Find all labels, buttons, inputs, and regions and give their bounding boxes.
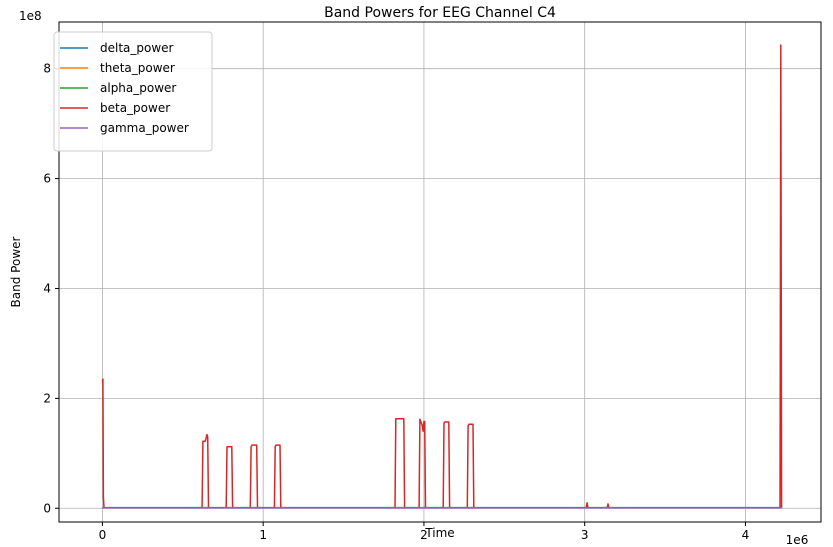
legend: delta_power theta_power alpha_power beta_po…	[53, 31, 213, 152]
chart-title: Band Powers for EEG Channel C4	[324, 5, 556, 21]
legend-label-beta_power: beta_power	[100, 101, 170, 115]
x-tick-label: 0	[99, 528, 107, 542]
x-offset-label: 1e6	[786, 533, 809, 547]
plot-frame	[58, 21, 822, 523]
x-tick-label: 2	[420, 528, 428, 542]
y-tick-label: 4	[43, 281, 51, 295]
x-axis: 0 1 2 3 4	[99, 522, 750, 542]
y-axis: 0 2 4 6 8	[43, 62, 59, 515]
legend-label-delta_power: delta_power	[100, 41, 174, 55]
legend-label-alpha_power: alpha_power	[100, 81, 176, 95]
series-layer	[101, 44, 783, 509]
y-tick-label: 2	[43, 391, 51, 405]
x-tick-label: 1	[259, 528, 267, 542]
legend-box	[53, 31, 213, 152]
legend-label-gamma_power: gamma_power	[100, 121, 189, 135]
y-offset-label: 1e8	[19, 9, 42, 23]
legend-label-theta_power: theta_power	[100, 61, 175, 75]
x-tick-label: 4	[742, 528, 750, 542]
x-axis-label: Time	[424, 526, 454, 540]
y-tick-label: 0	[43, 501, 51, 515]
y-tick-label: 8	[43, 62, 51, 76]
y-tick-label: 6	[43, 172, 51, 186]
y-axis-label: Band Power	[9, 236, 23, 307]
x-tick-label: 3	[581, 528, 589, 542]
